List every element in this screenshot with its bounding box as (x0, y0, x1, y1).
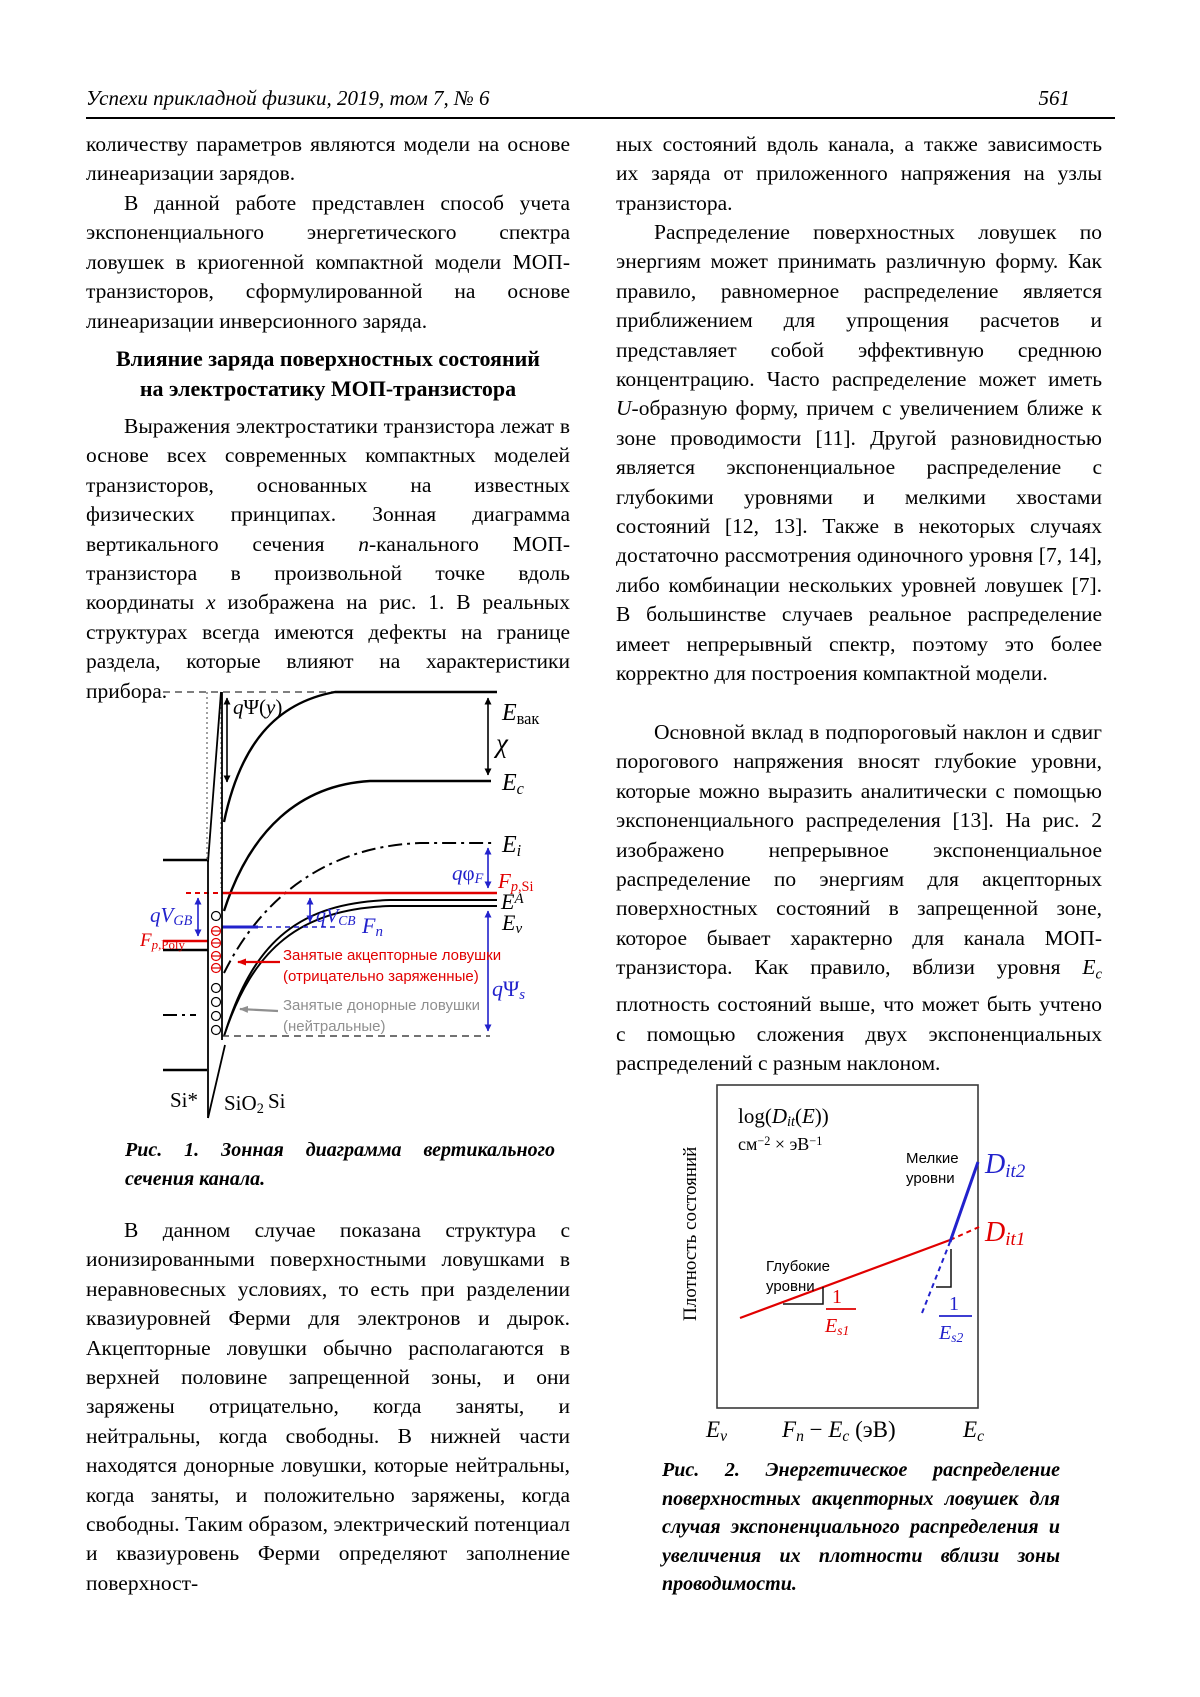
density-units: см−2 × эВ−1 (738, 1134, 822, 1154)
acceptor-traps-note-line-2: (отрицательно заряженные) (283, 968, 479, 985)
figure-1-band-diagram: qΨ(y) Eвак χ Ec Ei qφF Fp,Si EA Ev qΨs q… (140, 690, 539, 1119)
material-label-gate: Si* (170, 1088, 198, 1112)
oxide-valence-slash (207, 1044, 226, 1119)
x-axis-label-center: Fn − Ec (эВ) (781, 1417, 896, 1445)
electron-affinity-label: χ (493, 728, 509, 758)
shallow-levels-note-line-1: Мелкие (906, 1150, 959, 1167)
acceptor-level-curve (225, 899, 497, 1031)
acceptor-traps-note-line-1: Занятые акцепторные ловушки (283, 947, 501, 964)
shallow-levels-line (948, 1161, 980, 1243)
shallow-slope-numerator: 1 (949, 1293, 959, 1315)
shallow-levels-line-dashed-part (921, 1241, 951, 1314)
vacuum-level-label: Eвак (501, 700, 539, 728)
donor-traps-pointer-arrow (239, 1005, 279, 1013)
figure-2-caption: Рис. 2. Энергетическое распределение пов… (662, 1459, 1060, 1595)
surface-potential-label: qΨs (492, 976, 525, 1003)
acceptor-level-label: EA (500, 889, 524, 914)
donor-traps-note-line-1: Занятые донорные ловушки (283, 997, 480, 1014)
intrinsic-level-curve (223, 842, 495, 974)
interface-trap-circles (210, 910, 222, 1036)
right-paragraph-1: ных состояний вдоль канала, а также зави… (616, 132, 1102, 215)
valence-band-curve (223, 905, 497, 1037)
valence-band-label: Ev (501, 910, 522, 937)
deep-slope-triangle (783, 1287, 824, 1305)
x-axis-label-ev: Ev (705, 1417, 727, 1445)
deep-slope-numerator: 1 (832, 1286, 842, 1308)
shallow-slope-triangle (936, 1249, 952, 1288)
left-paragraph-3: Выражения электростатики транзистора леж… (86, 414, 570, 703)
donor-traps-note-line-2: (нейтральные) (283, 1018, 386, 1035)
intrinsic-level-label: Ei (501, 832, 522, 860)
bulk-potential-label: qφF (452, 861, 484, 887)
empty-donor-trap-circles (210, 982, 222, 1036)
shallow-series-label: Dit2 (984, 1149, 1026, 1182)
gate-fermi-label: Fp,Poly (140, 930, 186, 952)
deep-levels-note-line-1: Глубокие (766, 1258, 830, 1275)
empty-trap-circle (210, 910, 222, 922)
gate-bulk-voltage-label: qVGB (150, 903, 193, 929)
oxide-barrier (207, 691, 226, 1119)
channel-voltage-label: qVCB (316, 905, 356, 928)
oxide-conduction-spike (207, 691, 222, 863)
deep-series-label: Dit1 (984, 1217, 1025, 1250)
silicon-band-curves (222, 690, 497, 1037)
gate-band-lines (163, 858, 208, 1072)
y-axis-label: Плотность состояний (680, 1147, 701, 1321)
hole-quasi-fermi-label: Fp,Si (497, 869, 533, 895)
plot-frame (716, 1084, 979, 1409)
electron-quasi-fermi-label: Fn (361, 913, 383, 940)
journal-header: Успехи прикладной физики, 2019, том 7, №… (86, 86, 490, 110)
left-paragraph-4: В данном случае показана структура с ион… (86, 1218, 570, 1595)
band-bending-label: qΨ(y) (233, 695, 282, 719)
figure-1-caption: Рис. 1. Зонная диаграмма вертикального с… (125, 1139, 555, 1190)
conduction-band-curve (222, 779, 491, 912)
deep-levels-note-line-2: уровни (766, 1278, 815, 1295)
right-paragraph-3: Основной вклад в подпороговый наклон и с… (616, 720, 1102, 1076)
left-paragraph-1: количеству параметров являются модели на… (86, 132, 570, 186)
page-number: 561 (1038, 86, 1071, 110)
deep-slope-denominator: Es1 (824, 1315, 849, 1338)
shallow-levels-note-line-2: уровни (906, 1170, 955, 1187)
left-paragraph-2: В данной работе представлен способ учета… (86, 191, 570, 333)
vacuum-level-curve (222, 690, 497, 823)
header-rule (86, 117, 1115, 119)
section-heading-line-1: Влияние заряда поверхностных состояний (116, 346, 540, 371)
material-label-oxide: SiO2 (224, 1091, 264, 1117)
log-density-formula: log(Dit(E)) (738, 1104, 829, 1130)
section-heading: Влияние заряда поверхностных состояний н… (86, 344, 570, 404)
shallow-slope-denominator: Es2 (938, 1322, 964, 1345)
conduction-band-label: Ec (501, 770, 525, 798)
right-paragraph-2: Распределение поверхностных ловушек по э… (616, 220, 1102, 686)
occupied-acceptor-trap-circles (210, 925, 222, 974)
deep-levels-line (739, 1238, 951, 1320)
material-label-silicon: Si (268, 1089, 286, 1113)
section-heading-line-2: на электростатику МОП-транзистора (139, 376, 517, 401)
figure-2-trap-distribution-plot: Плотность состояний log(Dit(E)) см−2 × э… (680, 1084, 1026, 1445)
x-axis-label-ec: Ec (962, 1417, 984, 1445)
